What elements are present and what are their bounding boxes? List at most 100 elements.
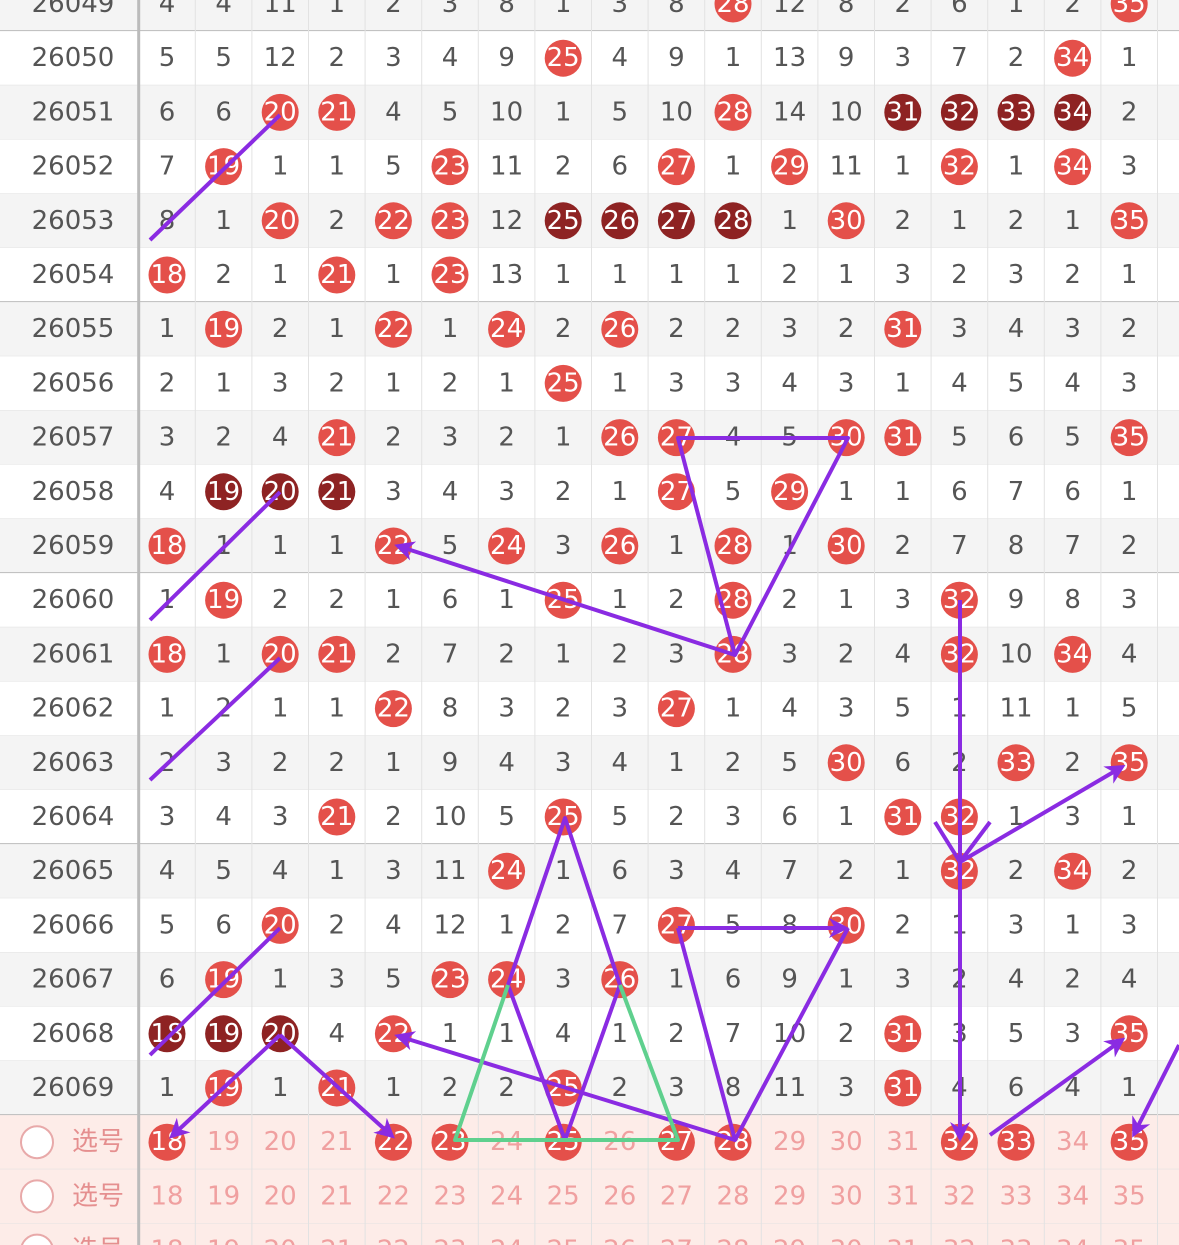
cell-number: 6	[159, 97, 176, 127]
ball	[544, 202, 582, 240]
cell-number: 9	[838, 43, 855, 73]
cell-number: 1	[272, 1073, 289, 1103]
ball-number: 31	[886, 97, 919, 127]
row-background	[0, 1006, 1179, 1061]
ball	[884, 1015, 922, 1053]
cell-number: 12	[264, 43, 297, 73]
cell-number: 2	[612, 1073, 629, 1103]
cell-number: 28	[716, 1236, 749, 1245]
cell-number: 1	[442, 314, 459, 344]
ball-number: 34	[1056, 856, 1089, 886]
cell-number: 26	[603, 1127, 636, 1157]
cell-number: 2	[951, 260, 968, 290]
ball-number: 31	[886, 314, 919, 344]
ball-number: 22	[377, 531, 410, 561]
cell-number: 14	[773, 97, 806, 127]
cell-number: 2	[1121, 531, 1138, 561]
cell-number: 3	[612, 694, 629, 724]
issue-number: 26063	[32, 748, 115, 778]
cell-number: 3	[725, 802, 742, 832]
cell-number: 3	[895, 43, 912, 73]
ball	[488, 852, 526, 890]
ball-number: 22	[377, 206, 410, 236]
cell-number: 18	[150, 1236, 183, 1245]
ball-number: 22	[377, 1019, 410, 1049]
cell-number: 2	[895, 0, 912, 19]
ball	[488, 527, 526, 565]
cell-number: 4	[385, 97, 402, 127]
cell-number: 2	[1064, 965, 1081, 995]
cell-number: 1	[838, 477, 855, 507]
ball-number: 23	[433, 206, 466, 236]
row-background	[0, 0, 1179, 32]
annotation-lines	[148, 113, 1179, 1142]
ball-number: 18	[150, 260, 183, 290]
ball	[657, 906, 695, 944]
cell-number: 5	[385, 965, 402, 995]
cell-number: 6	[951, 0, 968, 19]
cell-number: 3	[385, 856, 402, 886]
cell-number: 7	[442, 639, 459, 669]
cell-number: 7	[1008, 477, 1025, 507]
ball-number: 21	[320, 477, 353, 507]
ball	[318, 635, 356, 673]
cell-number: 4	[1008, 965, 1025, 995]
cell-number: 1	[1121, 43, 1138, 73]
cell-number: 3	[725, 368, 742, 398]
cell-number: 6	[159, 965, 176, 995]
radio	[20, 1125, 54, 1160]
ball-number: 34	[1056, 639, 1089, 669]
cell-number: 2	[725, 748, 742, 778]
cell-number: 11	[264, 0, 297, 19]
ball	[1054, 93, 1092, 131]
ball	[205, 473, 243, 511]
ball	[884, 93, 922, 131]
cell-number: 4	[612, 748, 629, 778]
cell-number: 3	[159, 423, 176, 453]
cell-number: 3	[668, 856, 685, 886]
cell-number: 2	[725, 314, 742, 344]
cell-number: 1	[272, 965, 289, 995]
pick-label: 选号	[72, 1181, 124, 1211]
cell-number: 3	[781, 639, 798, 669]
cell-number: 4	[555, 1019, 572, 1049]
cell-number: 34	[1056, 1236, 1089, 1245]
ball-number: 27	[660, 477, 693, 507]
cell-number: 2	[1121, 97, 1138, 127]
cell-number: 21	[320, 1181, 353, 1211]
ball-number: 35	[1113, 423, 1146, 453]
ball-number: 18	[150, 531, 183, 561]
cell-number: 4	[1064, 368, 1081, 398]
cell-number: 26	[603, 1236, 636, 1245]
cell-number: 2	[555, 314, 572, 344]
ball	[544, 1123, 582, 1161]
row-background	[0, 302, 1179, 357]
cell-number: 1	[951, 206, 968, 236]
cell-number: 33	[999, 1236, 1032, 1245]
ball	[431, 256, 469, 294]
cell-number: 1	[668, 748, 685, 778]
cell-number: 2	[272, 314, 289, 344]
cell-number: 2	[329, 585, 346, 615]
cell-number: 4	[159, 856, 176, 886]
issue-number: 26050	[32, 43, 115, 73]
cell-number: 23	[433, 1181, 466, 1211]
ball	[997, 1123, 1035, 1161]
cell-number: 8	[838, 0, 855, 19]
issue-number: 26060	[32, 585, 115, 615]
cell-number: 3	[498, 477, 515, 507]
ball-number: 22	[377, 314, 410, 344]
cell-number: 22	[377, 1236, 410, 1245]
ball	[318, 419, 356, 457]
cell-number: 1	[159, 694, 176, 724]
cell-number: 7	[781, 856, 798, 886]
ball-number: 35	[1113, 0, 1146, 19]
cell-number: 1	[781, 206, 798, 236]
ball-number: 28	[716, 0, 749, 19]
cell-number: 2	[895, 910, 912, 940]
cell-number: 1	[329, 531, 346, 561]
ball	[884, 310, 922, 348]
ball-number: 25	[547, 43, 580, 73]
ball-number: 26	[603, 314, 636, 344]
ball	[601, 202, 639, 240]
